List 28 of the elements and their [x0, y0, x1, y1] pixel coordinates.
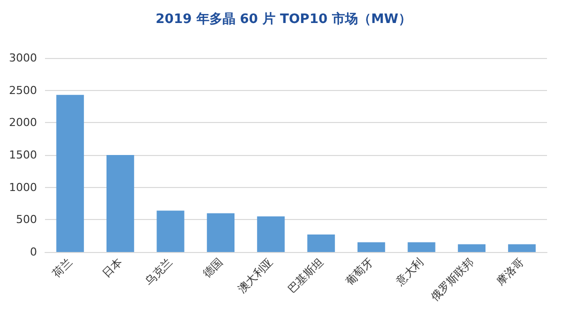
x-tick-label: 摩洛哥: [494, 255, 526, 288]
bar: [156, 210, 184, 252]
y-tick-label: 1000: [9, 180, 37, 194]
bar: [408, 242, 436, 252]
x-tick-label: 巴基斯坦: [285, 255, 326, 296]
x-tick-label: 葡萄牙: [343, 255, 376, 288]
x-tick-label: 澳大利亚: [235, 255, 276, 296]
y-tick-label: 2500: [9, 84, 37, 97]
x-tick-label: 乌克兰: [142, 255, 176, 288]
bar: [508, 244, 536, 252]
chart-title: 2019 年多晶 60 片 TOP10 市场（MW）: [156, 11, 412, 27]
bar: [56, 94, 84, 252]
bar: [357, 242, 386, 252]
x-tick-label: 德国: [200, 255, 226, 280]
x-tick-label: 日本: [100, 255, 125, 280]
y-tick-label: 2000: [9, 116, 37, 130]
x-tick-label: 荷兰: [50, 255, 75, 280]
bar: [206, 213, 235, 252]
y-tick-label: 500: [16, 213, 37, 226]
bar: [257, 216, 285, 252]
y-tick-label: 3000: [9, 52, 37, 64]
y-tick-label: 1500: [9, 148, 37, 162]
bar: [458, 244, 486, 252]
bar: [307, 234, 335, 252]
x-tick-label: 意大利: [392, 255, 426, 289]
y-tick-label: 0: [30, 246, 37, 258]
bar: [106, 155, 134, 252]
x-tick-label: 俄罗斯联邦: [428, 255, 476, 304]
